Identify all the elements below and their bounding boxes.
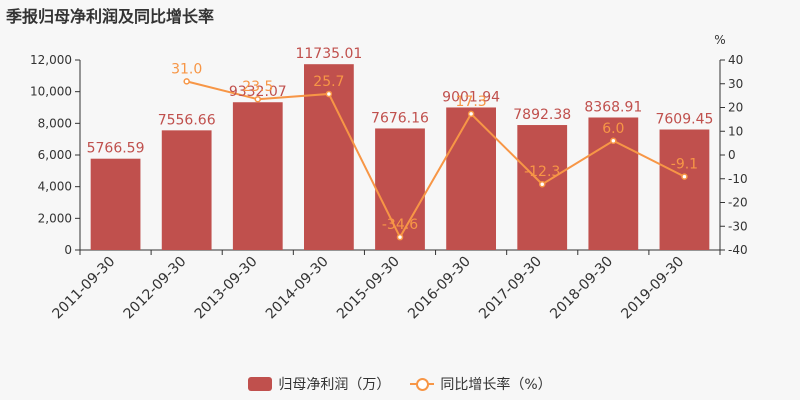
x-tick-label: 2019-09-30 [618,254,687,323]
y-right-tick-label: -10 [728,172,748,186]
bar [375,128,425,250]
bar-data-label: 8368.91 [584,99,642,115]
line-data-label: -9.1 [671,157,698,173]
line-data-label: 6.0 [602,121,624,137]
x-tick-label: 2017-09-30 [476,254,545,323]
y-right-tick-label: -40 [728,243,748,257]
y-right-unit: % [714,33,725,47]
bar [161,130,212,250]
y-left-tick-label: 10,000 [30,85,72,99]
bar-data-label: 9001.94 [442,89,500,105]
bar-data-label: 7609.45 [655,112,713,128]
bar-data-label: 7676.16 [371,110,429,126]
legend: 归母净利润（万） 同比增长率（%） [0,374,800,394]
bar-data-label: 5766.59 [87,141,145,157]
line-data-label: -12.3 [524,164,560,180]
line-data-label: -34.6 [382,217,418,233]
y-left-tick-label: 0 [64,243,72,257]
bar [588,117,639,251]
x-tick-label: 2014-09-30 [263,254,332,323]
line-point [183,78,190,85]
x-tick-label: 2015-09-30 [334,254,403,323]
bar [90,158,141,250]
line-point [610,137,617,144]
y-left-tick-label: 8,000 [38,116,72,130]
bar [517,125,568,250]
legend-item-line[interactable]: 同比增长率（%） [410,374,552,394]
line-point [254,95,262,103]
y-right-tick-label: -30 [728,219,748,233]
y-right-tick-label: 10 [728,124,743,138]
y-left-tick-label: 6,000 [38,148,72,162]
line-data-label: 31.0 [171,61,202,77]
growth-line [186,80,685,240]
line-point [538,180,546,188]
bar-data-label: 9332.07 [229,84,287,100]
bar-data-label: 11735.01 [295,46,362,62]
legend-line-swatch [410,377,435,391]
chart-title: 季报归母净利润及同比增长率 [6,7,215,26]
bar-data-label: 7556.66 [158,112,216,128]
line-point [325,90,333,98]
x-tick-label: 2018-09-30 [547,254,616,323]
x-tick-label: 2013-09-30 [192,254,261,323]
legend-bar-swatch [248,377,273,391]
bar [659,129,710,250]
bar [232,102,283,251]
y-right-tick-label: 20 [728,101,743,115]
y-left-tick-label: 2,000 [38,211,72,225]
line-data-label: 25.7 [313,74,344,90]
y-left-tick-label: 12,000 [30,53,72,67]
x-tick-label: 2011-09-30 [50,254,119,323]
legend-bar-label: 归母净利润（万） [278,377,391,393]
y-right-tick-label: -20 [728,196,748,210]
x-tick-label: 2016-09-30 [405,254,474,323]
y-left-tick-label: 4,000 [38,180,72,194]
y-right-tick-label: 40 [728,53,743,67]
y-right-tick-label: 0 [728,148,736,162]
line-point [681,173,688,180]
bar [446,107,496,250]
bar-data-label: 7892.38 [513,107,571,123]
x-tick-label: 2012-09-30 [121,254,190,323]
line-point [467,110,475,118]
legend-line-label: 同比增长率（%） [440,377,552,393]
y-right-tick-label: 30 [728,77,743,91]
line-point [396,233,404,241]
line-data-label: 23.5 [242,79,273,95]
legend-item-bar[interactable]: 归母净利润（万） [248,374,390,394]
line-data-label: 17.3 [456,94,487,110]
